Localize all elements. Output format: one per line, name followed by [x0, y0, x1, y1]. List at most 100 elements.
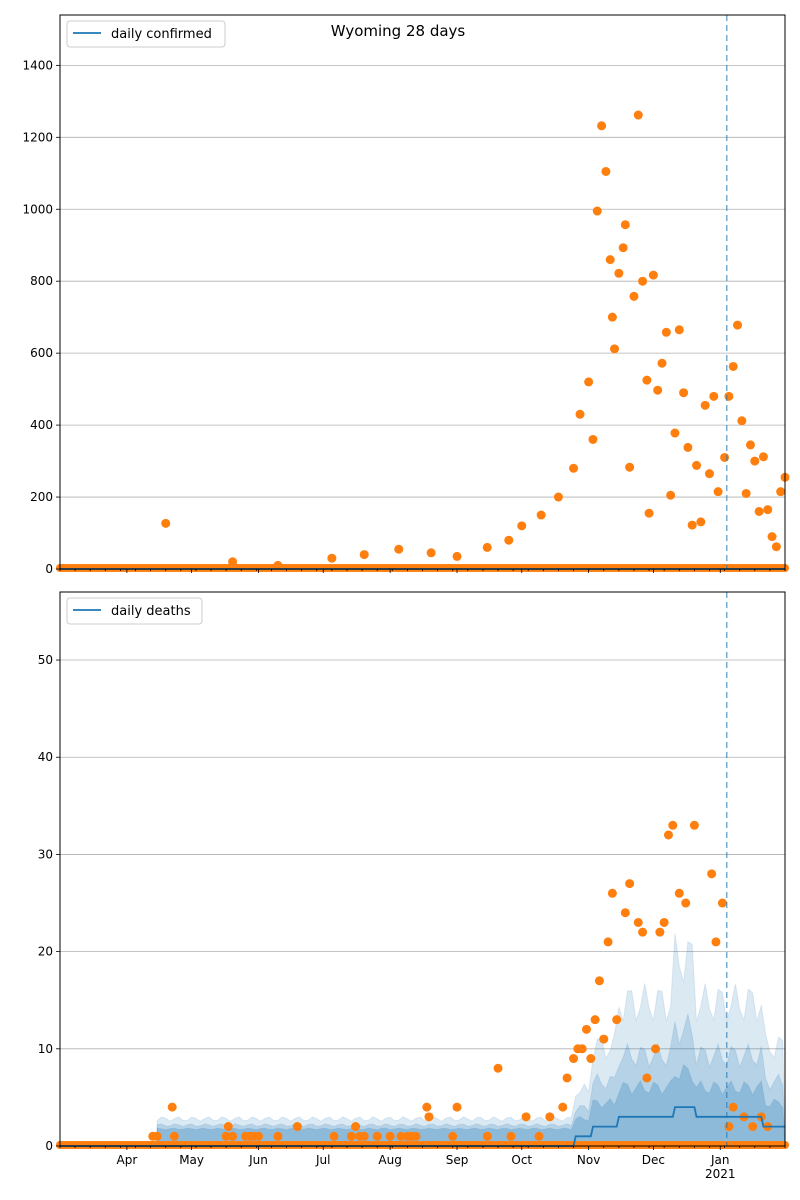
data-point — [733, 320, 743, 330]
data-point — [558, 1102, 568, 1112]
data-point — [506, 1131, 516, 1141]
data-point — [758, 452, 768, 462]
data-point — [575, 409, 585, 419]
data-point — [396, 1131, 406, 1141]
data-point — [776, 487, 786, 497]
data-point — [724, 391, 734, 401]
data-point — [728, 1102, 738, 1112]
uncertainty-band — [156, 1013, 786, 1147]
data-point — [588, 434, 598, 444]
x-tick-label: Jan — [710, 1153, 730, 1167]
y-tick-label: 200 — [30, 490, 53, 504]
data-point — [586, 1054, 596, 1064]
data-point — [651, 1044, 661, 1054]
data-point — [607, 888, 617, 898]
data-point — [767, 532, 777, 542]
data-point — [638, 276, 648, 286]
confirmed-x-ticks — [59, 569, 786, 573]
data-point — [605, 255, 615, 265]
uncertainty-band — [156, 1063, 786, 1147]
data-point — [581, 1024, 591, 1034]
data-point — [592, 206, 602, 216]
data-point — [614, 268, 624, 278]
data-point — [642, 375, 652, 385]
y-tick-label: 10 — [38, 1042, 53, 1056]
data-point — [562, 1073, 572, 1083]
data-point — [629, 291, 639, 301]
data-point — [452, 1102, 462, 1112]
x-tick-label: Aug — [378, 1153, 401, 1167]
data-point — [737, 416, 747, 426]
data-point — [590, 1015, 600, 1025]
data-point — [707, 869, 717, 879]
data-point — [493, 1063, 503, 1073]
data-point — [620, 908, 630, 918]
data-point — [681, 898, 691, 908]
data-point — [482, 542, 492, 552]
data-point — [763, 505, 773, 515]
data-point — [351, 1122, 361, 1132]
data-point — [713, 487, 723, 497]
confirmed-panel: 0 200 400 600 800 1000 1200 1400 Wyoming 28 day… — [22, 14, 790, 576]
deaths-panel: 0 10 20 30 40 50 Apr May Jun Jul Aug Sep Oct Nov Dec J… — [38, 591, 789, 1181]
data-point — [696, 517, 706, 527]
data-point — [771, 542, 781, 552]
y-tick-label: 1000 — [22, 202, 53, 216]
data-point — [292, 1122, 302, 1132]
data-point — [748, 1122, 758, 1132]
data-point — [633, 110, 643, 120]
data-point — [689, 820, 699, 830]
data-point — [504, 535, 514, 545]
data-point — [704, 469, 714, 479]
data-point — [657, 358, 667, 368]
series-line — [60, 1106, 785, 1147]
data-point — [482, 1131, 492, 1141]
data-point — [152, 1131, 162, 1141]
data-point — [683, 442, 693, 452]
deaths-gridlines — [60, 659, 785, 1050]
data-point — [603, 937, 613, 947]
data-point — [692, 460, 702, 470]
x-tick-label: 2021 — [705, 1167, 736, 1181]
data-point — [569, 1054, 579, 1064]
data-point — [221, 1131, 231, 1141]
x-tick-label: Oct — [511, 1153, 532, 1167]
data-point — [584, 377, 594, 387]
data-point — [411, 1131, 421, 1141]
data-point — [597, 121, 607, 131]
data-point — [273, 1131, 283, 1141]
y-tick-label: 600 — [30, 346, 53, 360]
x-tick-label: Dec — [642, 1153, 665, 1167]
data-point — [648, 270, 658, 280]
data-point — [618, 243, 628, 253]
data-point — [610, 344, 620, 354]
data-point — [620, 220, 630, 230]
data-point — [359, 550, 369, 560]
data-point — [521, 1112, 531, 1122]
confirmed-frame — [59, 14, 786, 570]
data-point — [545, 1112, 555, 1122]
confirmed-lines — [60, 15, 785, 570]
data-point — [167, 1102, 177, 1112]
data-point — [553, 492, 563, 502]
data-point — [717, 898, 727, 908]
data-point — [394, 544, 404, 554]
data-point — [327, 553, 337, 563]
data-point — [169, 1131, 179, 1141]
data-point — [659, 917, 669, 927]
data-point — [663, 830, 673, 840]
data-point — [599, 1034, 609, 1044]
data-point — [745, 440, 755, 450]
data-point — [728, 361, 738, 371]
y-tick-label: 800 — [30, 274, 53, 288]
data-point — [720, 452, 730, 462]
data-point — [517, 521, 527, 531]
y-tick-label: 20 — [38, 945, 53, 959]
data-point — [577, 1044, 587, 1054]
confirmed-gridlines — [60, 64, 785, 498]
data-point — [385, 1131, 395, 1141]
data-point — [741, 488, 751, 498]
data-point — [161, 518, 171, 528]
data-point — [625, 462, 635, 472]
